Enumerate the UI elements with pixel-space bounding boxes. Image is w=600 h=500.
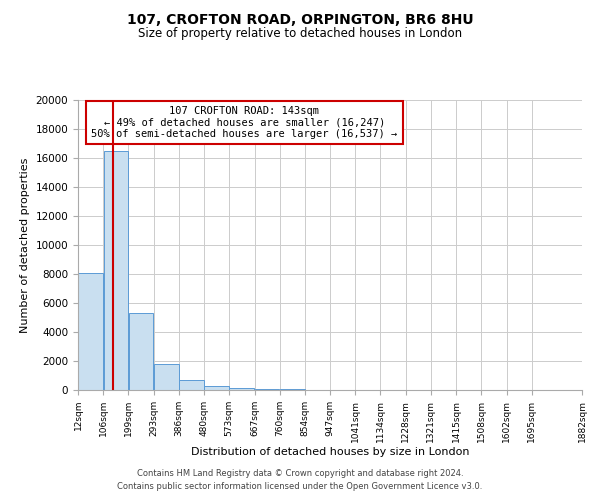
Bar: [104, 151, 128, 390]
Y-axis label: Number of detached properties: Number of detached properties: [20, 158, 30, 332]
X-axis label: Distribution of detached houses by size in London: Distribution of detached houses by size …: [191, 448, 469, 458]
Bar: [205, 386, 229, 390]
Bar: [128, 313, 154, 390]
Bar: [255, 388, 280, 390]
Text: Contains public sector information licensed under the Open Government Licence v3: Contains public sector information licen…: [118, 482, 482, 491]
Bar: [229, 388, 254, 390]
Bar: [78, 272, 103, 390]
Text: Contains HM Land Registry data © Crown copyright and database right 2024.: Contains HM Land Registry data © Crown c…: [137, 468, 463, 477]
Text: 107, CROFTON ROAD, ORPINGTON, BR6 8HU: 107, CROFTON ROAD, ORPINGTON, BR6 8HU: [127, 12, 473, 26]
Bar: [179, 380, 204, 390]
Text: 107 CROFTON ROAD: 143sqm
← 49% of detached houses are smaller (16,247)
50% of se: 107 CROFTON ROAD: 143sqm ← 49% of detach…: [91, 106, 397, 139]
Bar: [154, 364, 179, 390]
Text: Size of property relative to detached houses in London: Size of property relative to detached ho…: [138, 28, 462, 40]
